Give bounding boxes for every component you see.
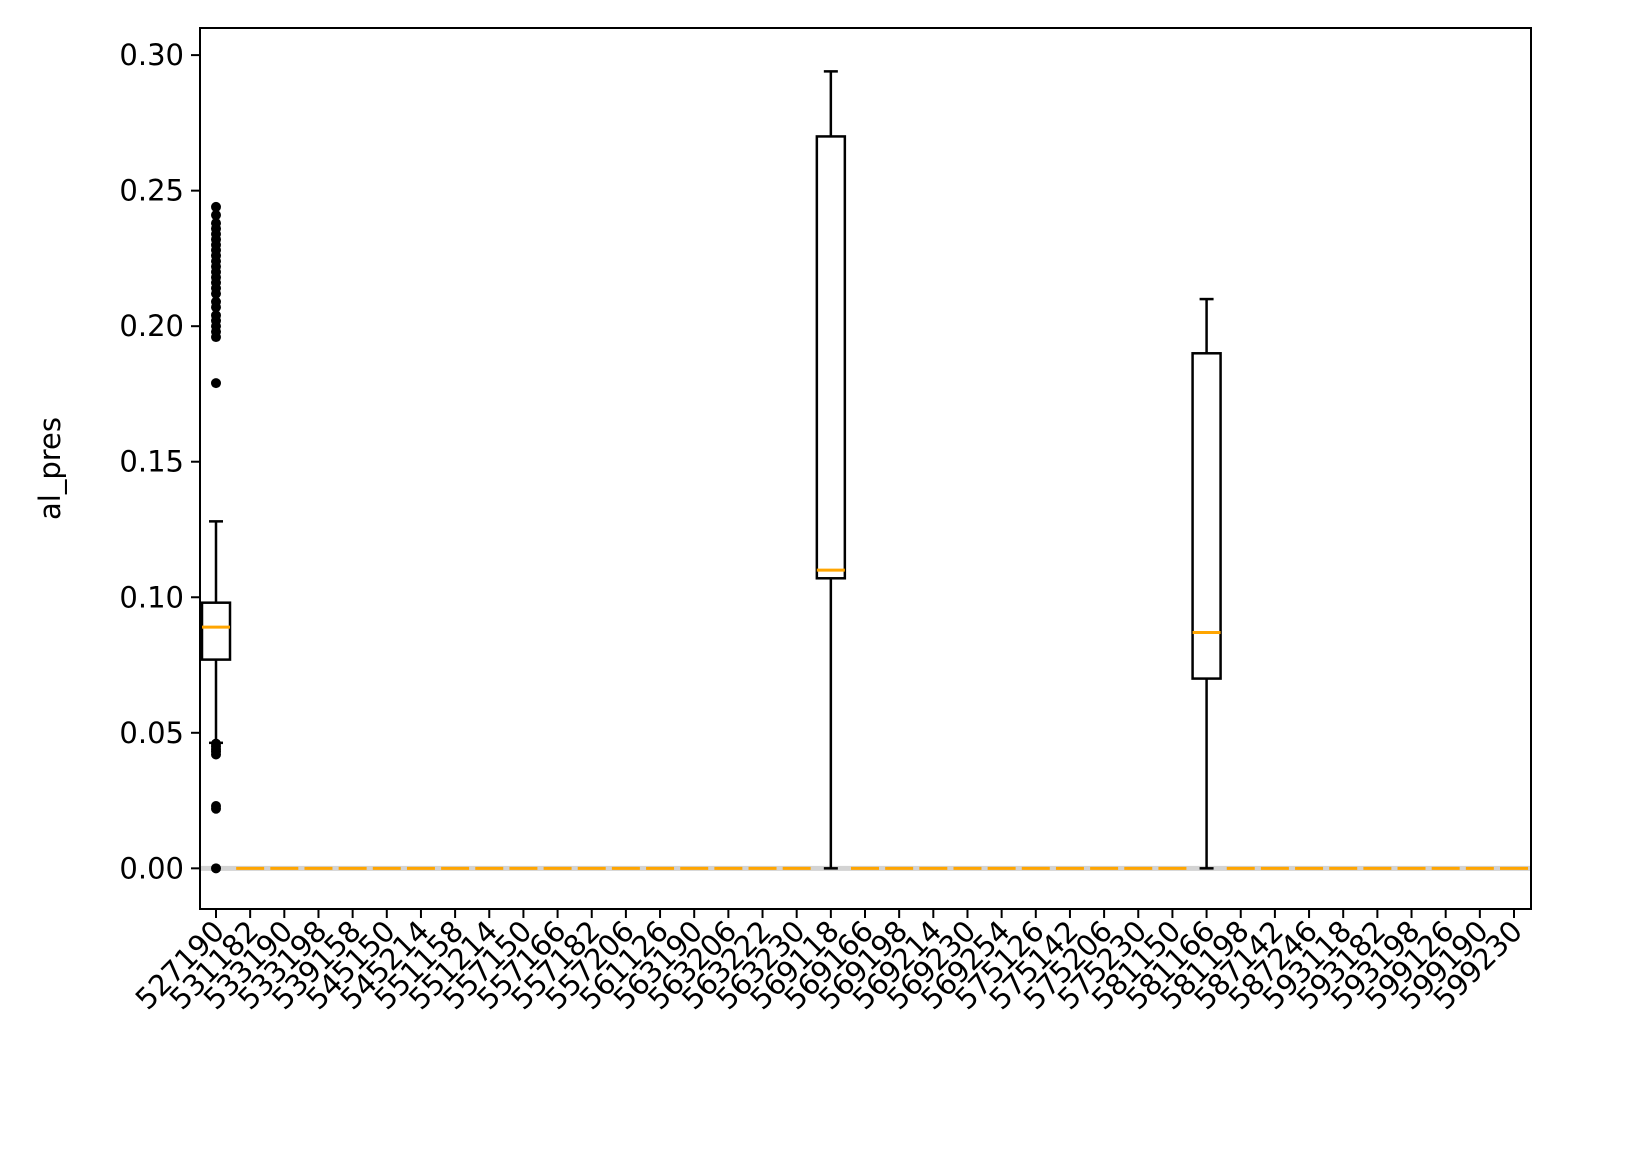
outlier-point (211, 218, 221, 229)
y-axis-label: al_pres (33, 417, 67, 520)
plot-frame (199, 27, 1532, 910)
y-axis: 0.00 0.05 0.10 0.15 0.20 0.25 0.30 (119, 38, 200, 885)
outlier-point (211, 738, 221, 749)
outlier-point (211, 296, 221, 307)
boxes-layer (200, 70, 1528, 874)
y-tick-label: 0.10 (119, 580, 184, 614)
iqr-box (200, 601, 232, 661)
outlier-point (211, 378, 221, 389)
x-axis: 5271905311825331905331985391585451505452… (129, 909, 1529, 1016)
box-569118 (815, 70, 847, 870)
outlier-point (211, 201, 221, 212)
outlier-point (211, 800, 221, 811)
box-581166 (1191, 297, 1222, 870)
iqr-box (815, 135, 847, 580)
box-527190 (200, 201, 232, 874)
y-tick-label: 0.30 (119, 38, 184, 72)
outlier-point (211, 310, 221, 321)
y-tick-label: 0.15 (119, 445, 184, 479)
outlier-point (211, 863, 221, 874)
y-tick-label: 0.00 (119, 851, 184, 885)
y-tick-label: 0.20 (119, 309, 184, 343)
y-tick-label: 0.05 (119, 716, 184, 750)
y-tick-label: 0.25 (119, 174, 184, 208)
outlier-point (211, 210, 221, 221)
iqr-box (1191, 352, 1222, 680)
